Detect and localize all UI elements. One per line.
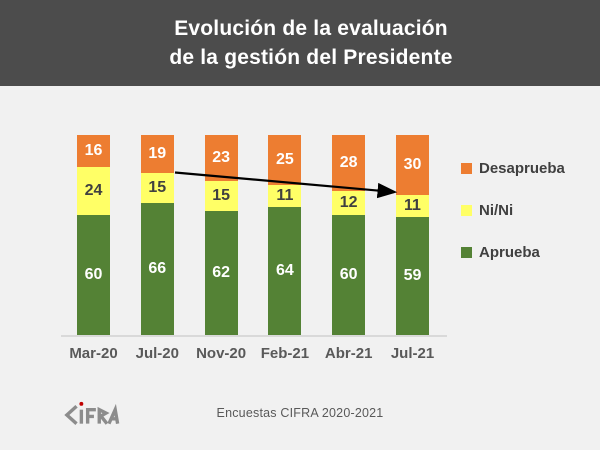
data-label: 12 [339, 194, 358, 211]
segment-Ni-Ni-Jul-20: 15 [140, 173, 174, 203]
data-label: 24 [84, 182, 103, 199]
segment-Aprueba-Feb-21: 64 [268, 207, 302, 335]
logo-red-dot [79, 401, 84, 406]
data-label: 23 [212, 149, 230, 166]
segment-Ni-Ni-Jul-21: 11 [396, 195, 429, 217]
segment-Aprueba-Nov-20: 62 [204, 211, 238, 335]
legend-swatch-icon [461, 163, 472, 174]
segment-Aprueba-Jul-21: 59 [396, 217, 429, 335]
x-axis-label-Jul-20: Jul-20 [135, 345, 179, 362]
legend-item-Aprueba: Aprueba [461, 244, 565, 261]
data-label: 30 [403, 156, 422, 173]
x-axis-label-Abr-21: Abr-21 [324, 345, 373, 362]
segment-Desaprueba-Feb-21: 25 [268, 135, 302, 185]
data-label: 11 [276, 187, 294, 204]
data-label: 15 [212, 187, 230, 204]
data-label: 19 [148, 145, 167, 162]
data-label: 15 [148, 179, 167, 196]
x-axis-label-Mar-20: Mar-20 [69, 345, 118, 362]
segment-Desaprueba-Mar-20: 16 [77, 135, 110, 167]
data-label: 62 [212, 264, 230, 281]
segment-Ni-Ni-Abr-21: 12 [332, 191, 366, 215]
data-label: 59 [403, 267, 422, 284]
legend-swatch-icon [461, 205, 472, 216]
segment-Aprueba-Jul-20: 66 [140, 203, 174, 335]
data-label: 66 [148, 260, 167, 277]
x-axis-label-Feb-21: Feb-21 [260, 345, 310, 362]
bar-Feb-21: 25 11 64 [268, 135, 302, 335]
page-title-line1: Evolución de la evaluación [174, 17, 448, 40]
data-label: 60 [339, 266, 358, 283]
segment-Ni-Ni-Nov-20: 15 [204, 181, 238, 211]
segment-Ni-Ni-Mar-20: 24 [77, 167, 110, 215]
legend: Desaprueba Ni/Ni Aprueba [461, 160, 565, 288]
title-banner: Evolución de la evaluación de la gestión… [0, 0, 600, 86]
bar-Jul-21: 30 11 59 [396, 135, 429, 335]
segment-Desaprueba-Abr-21: 28 [332, 135, 366, 191]
x-axis-label-Jul-21: Jul-21 [390, 345, 435, 362]
data-label: 11 [404, 197, 421, 214]
source-caption: Encuestas CIFRA 2020-2021 [216, 406, 384, 420]
legend-label: Desaprueba [479, 160, 565, 177]
segment-Desaprueba-Nov-20: 23 [204, 135, 238, 181]
bar-Jul-20: 19 15 66 [140, 135, 174, 335]
data-label: 16 [84, 142, 103, 159]
legend-item-Ni-Ni: Ni/Ni [461, 202, 565, 219]
data-label: 60 [84, 266, 103, 283]
legend-swatch-icon [461, 247, 472, 258]
bar-Nov-20: 23 15 62 [204, 135, 238, 335]
segment-Desaprueba-Jul-21: 30 [396, 135, 429, 195]
x-axis-line [61, 335, 447, 337]
data-label: 64 [275, 262, 294, 279]
data-label: 28 [339, 154, 358, 171]
bar-Abr-21: 28 12 60 [332, 135, 366, 335]
legend-label: Aprueba [479, 244, 540, 261]
legend-item-Desaprueba: Desaprueba [461, 160, 565, 177]
segment-Aprueba-Abr-21: 60 [332, 215, 366, 335]
bar-Mar-20: 16 24 60 [77, 135, 110, 335]
segment-Desaprueba-Jul-20: 19 [140, 135, 174, 173]
segment-Aprueba-Mar-20: 60 [77, 215, 110, 335]
x-axis-label-Nov-20: Nov-20 [196, 345, 247, 362]
cifra-logo [64, 401, 120, 425]
data-label: 25 [275, 151, 294, 168]
page-title-line2: de la gestión del Presidente [169, 46, 453, 69]
logo-chevron [64, 405, 78, 425]
segment-Ni-Ni-Feb-21: 11 [268, 185, 302, 207]
legend-label: Ni/Ni [479, 202, 514, 219]
